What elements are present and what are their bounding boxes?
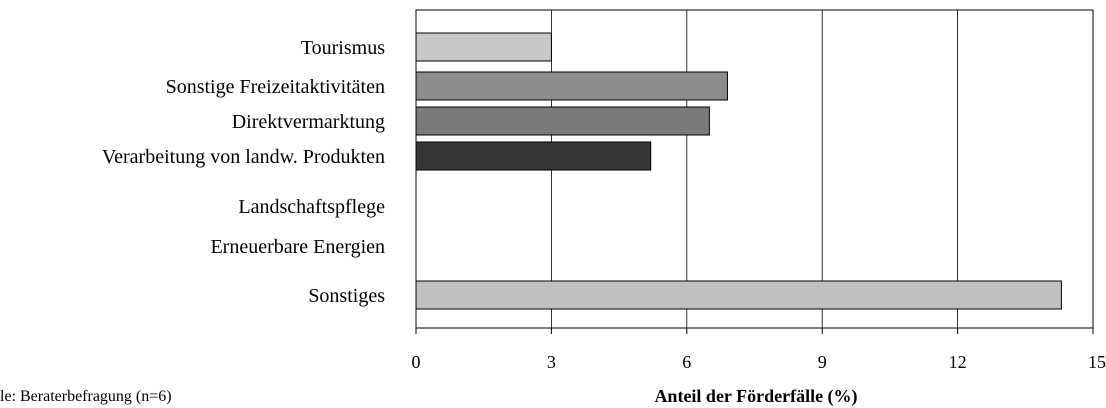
category-label-6: Sonstiges: [308, 285, 385, 307]
x-tick-label-15: 15: [1088, 352, 1106, 372]
x-tick-label-6: 6: [682, 352, 691, 372]
bar-3: [415, 141, 652, 171]
x-tick-label-0: 0: [412, 352, 421, 372]
category-label-1: Sonstige Freizeitaktivitäten: [166, 76, 385, 98]
category-labels: Tourismus Sonstige Freizeitaktivitäten Dir…: [102, 37, 385, 307]
category-label-3: Verarbeitung von landw. Produkten: [102, 146, 385, 168]
bars: [415, 32, 1062, 310]
category-label-2: Direktvermarktung: [232, 111, 385, 133]
category-label-5: Erneuerbare Energien: [210, 236, 385, 258]
x-axis-title: Anteil der Förderfälle (%): [654, 386, 857, 407]
plot-frame: [415, 9, 1094, 329]
source-note: le: Beraterbefragung (n=6): [0, 388, 172, 405]
bar-2: [415, 106, 710, 136]
x-tick-label-3: 3: [547, 352, 556, 372]
bar-0: [415, 32, 552, 62]
x-tick-label-12: 12: [949, 352, 967, 372]
x-ticks: 0 3 6 9 12 15: [412, 328, 1106, 372]
x-tick-label-9: 9: [818, 352, 827, 372]
bar-1: [415, 71, 728, 101]
category-label-4: Landschaftspflege: [238, 196, 385, 218]
bar-6: [415, 280, 1062, 310]
category-label-0: Tourismus: [301, 37, 385, 59]
